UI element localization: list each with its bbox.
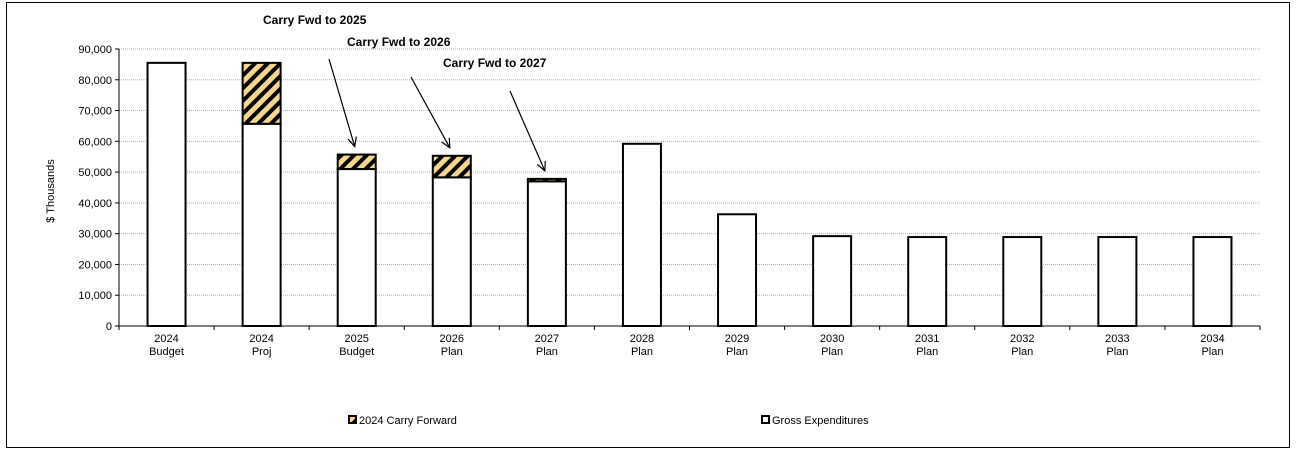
y-tick-label: 10,000 [78, 290, 112, 302]
bar-gross-expenditures [907, 236, 948, 327]
x-tick-label: Plan [1201, 346, 1223, 358]
x-tick-label: 2024 [249, 333, 273, 345]
bar-gross-expenditures [1097, 236, 1138, 327]
y-tick-label: 60,000 [78, 136, 112, 148]
x-tick-label: 2033 [1105, 333, 1129, 345]
annotation-label: Carry Fwd to 2026 [347, 35, 451, 49]
x-tick-label: Plan [1011, 346, 1033, 358]
x-tick-label: 2032 [1010, 333, 1034, 345]
x-tick-label: Plan [821, 346, 843, 358]
chart-frame: 0 10,000 20,000 30,000 40,000 50,000 60,000 70,… [6, 2, 1290, 448]
legend-label: 2024 Carry Forward [359, 415, 457, 427]
bar-gross-expenditures [336, 168, 377, 327]
bar-carry-forward [431, 154, 472, 179]
gridlines [119, 48, 1260, 296]
bar-gross-expenditures [717, 213, 758, 328]
x-tick-label: Plan [1106, 346, 1128, 358]
x-tick-label: 2034 [1200, 333, 1224, 345]
annotation-arrow [410, 76, 451, 149]
annotation-arrowhead [347, 136, 357, 148]
x-tick-label: Proj [252, 346, 272, 358]
y-tick-label: 40,000 [78, 198, 112, 210]
y-tick-label: 20,000 [78, 259, 112, 271]
y-tick-label: 80,000 [78, 75, 112, 87]
x-tick-label: 2026 [440, 333, 464, 345]
bars [146, 61, 1233, 328]
x-tick-label: 2031 [915, 333, 939, 345]
y-tick-label: 50,000 [78, 167, 112, 179]
bar-carry-forward [336, 153, 377, 171]
annotation-label: Carry Fwd to 2027 [443, 56, 547, 70]
bar-gross-expenditures [526, 180, 567, 327]
annotations: Carry Fwd to 2025 Carry Fwd to 2026 Carry … [263, 13, 547, 173]
bar-gross-expenditures [1002, 236, 1043, 327]
legend-swatch [761, 415, 770, 424]
bar-gross-expenditures [146, 61, 187, 327]
y-tick-label: 0 [106, 321, 112, 333]
x-tick-label: 2027 [535, 333, 559, 345]
y-tick-label: 30,000 [78, 229, 112, 241]
legend: 2024 Carry Forward Gross Expenditures [348, 415, 869, 427]
x-tick-label: 2028 [630, 333, 654, 345]
bar-gross-expenditures [241, 122, 282, 328]
x-tick-label: Plan [726, 346, 748, 358]
annotation-arrowhead [441, 137, 451, 150]
x-tick-label: 2025 [344, 333, 368, 345]
x-tick-label: Budget [339, 346, 374, 358]
x-tick-label: Plan [441, 346, 463, 358]
bar-chart: 0 10,000 20,000 30,000 40,000 50,000 60,000 70,… [45, 13, 1261, 427]
bar-gross-expenditures [812, 235, 853, 327]
x-tick-label: Plan [916, 346, 938, 358]
x-tick-label: Plan [631, 346, 653, 358]
annotation-arrow [328, 58, 356, 147]
bar-carry-forward [241, 61, 282, 125]
y-tick-label: 90,000 [78, 44, 112, 56]
legend-label: Gross Expenditures [772, 415, 869, 427]
annotation-arrow [509, 90, 546, 172]
x-tick-label: 2024 [154, 333, 178, 345]
legend-swatch [348, 415, 357, 424]
y-axis-label: $ Thousands [45, 159, 57, 223]
bar-gross-expenditures [1192, 236, 1233, 327]
axes [115, 48, 1261, 330]
y-tick-label: 70,000 [78, 106, 112, 118]
x-tick-label: Plan [536, 346, 558, 358]
x-tick-label: 2030 [820, 333, 844, 345]
bar-carry-forward [526, 177, 567, 183]
bar-gross-expenditures [431, 176, 472, 327]
x-tick-label: 2029 [725, 333, 749, 345]
bar-gross-expenditures [621, 142, 662, 327]
tick-labels: 0 10,000 20,000 30,000 40,000 50,000 60,000 70,… [78, 44, 1224, 358]
annotation-label: Carry Fwd to 2025 [263, 13, 367, 27]
x-tick-label: Budget [149, 346, 184, 358]
annotation-arrowhead [536, 160, 546, 173]
